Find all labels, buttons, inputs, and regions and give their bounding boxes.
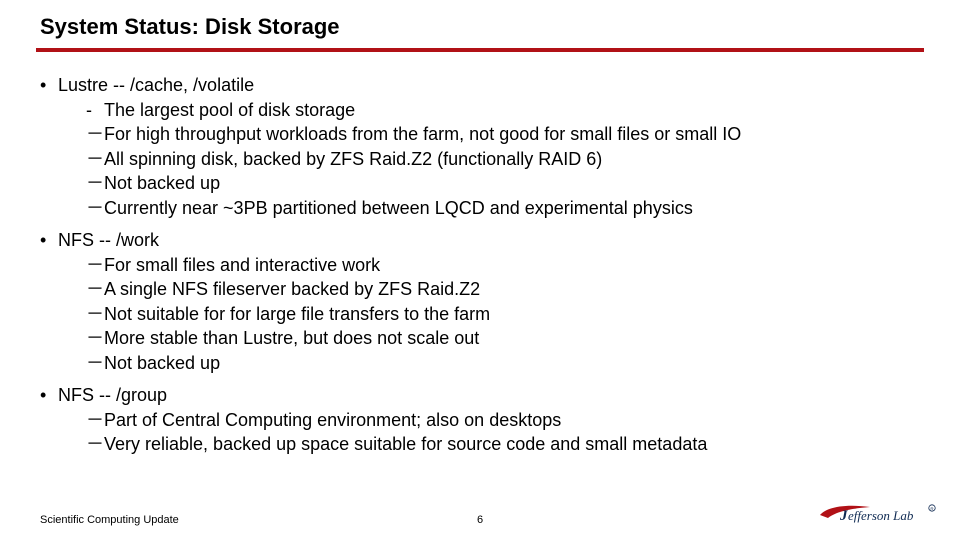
svg-text:efferson Lab: efferson Lab <box>848 508 914 523</box>
page-number: 6 <box>0 514 960 526</box>
list-item: －Part of Central Computing environment; … <box>86 409 920 432</box>
dash-icon: － <box>86 327 104 350</box>
item-text: Not backed up <box>104 173 220 193</box>
item-text: For high throughput workloads from the f… <box>104 124 741 144</box>
list-item: －All spinning disk, backed by ZFS Raid.Z… <box>86 148 920 171</box>
heading-text: NFS -- /group <box>58 385 167 405</box>
list-item: -The largest pool of disk storage <box>86 99 920 122</box>
dash-icon: － <box>86 254 104 277</box>
list-item: －A single NFS fileserver backed by ZFS R… <box>86 278 920 301</box>
item-text: Not backed up <box>104 353 220 373</box>
section-heading: •NFS -- /work <box>40 229 920 252</box>
svg-text:J: J <box>839 508 848 524</box>
dash-icon: － <box>86 433 104 456</box>
bullet-icon: • <box>40 229 58 252</box>
bullet-icon: • <box>40 384 58 407</box>
dash-icon: － <box>86 409 104 432</box>
item-text: Currently near ~3PB partitioned between … <box>104 198 693 218</box>
dash-icon: － <box>86 123 104 146</box>
slide: System Status: Disk Storage •Lustre -- /… <box>0 0 960 540</box>
list-item: －For high throughput workloads from the … <box>86 123 920 146</box>
list-item: －Not backed up <box>86 172 920 195</box>
dash-icon: - <box>86 99 104 122</box>
dash-icon: － <box>86 278 104 301</box>
list-item: －Currently near ~3PB partitioned between… <box>86 197 920 220</box>
section-heading: •Lustre -- /cache, /volatile <box>40 74 920 97</box>
dash-icon: － <box>86 148 104 171</box>
bullet-icon: • <box>40 74 58 97</box>
heading-text: Lustre -- /cache, /volatile <box>58 75 254 95</box>
item-text: Not suitable for for large file transfer… <box>104 304 490 324</box>
item-text: Very reliable, backed up space suitable … <box>104 434 707 454</box>
dash-icon: － <box>86 303 104 326</box>
item-text: A single NFS fileserver backed by ZFS Ra… <box>104 279 480 299</box>
item-text: More stable than Lustre, but does not sc… <box>104 328 479 348</box>
dash-icon: － <box>86 352 104 375</box>
dash-icon: － <box>86 197 104 220</box>
item-text: For small files and interactive work <box>104 255 380 275</box>
item-text: The largest pool of disk storage <box>104 100 355 120</box>
item-text: All spinning disk, backed by ZFS Raid.Z2… <box>104 149 602 169</box>
list-item: －Not backed up <box>86 352 920 375</box>
title-rule <box>36 48 924 52</box>
section-heading: •NFS -- /group <box>40 384 920 407</box>
list-item: －Not suitable for for large file transfe… <box>86 303 920 326</box>
item-text: Part of Central Computing environment; a… <box>104 410 561 430</box>
page-title: System Status: Disk Storage <box>40 14 340 40</box>
content-area: •Lustre -- /cache, /volatile -The larges… <box>40 70 920 458</box>
list-item: －More stable than Lustre, but does not s… <box>86 327 920 350</box>
heading-text: NFS -- /work <box>58 230 159 250</box>
list-item: －Very reliable, backed up space suitable… <box>86 433 920 456</box>
list-item: －For small files and interactive work <box>86 254 920 277</box>
dash-icon: － <box>86 172 104 195</box>
jefferson-lab-logo: J efferson Lab R <box>818 500 938 530</box>
